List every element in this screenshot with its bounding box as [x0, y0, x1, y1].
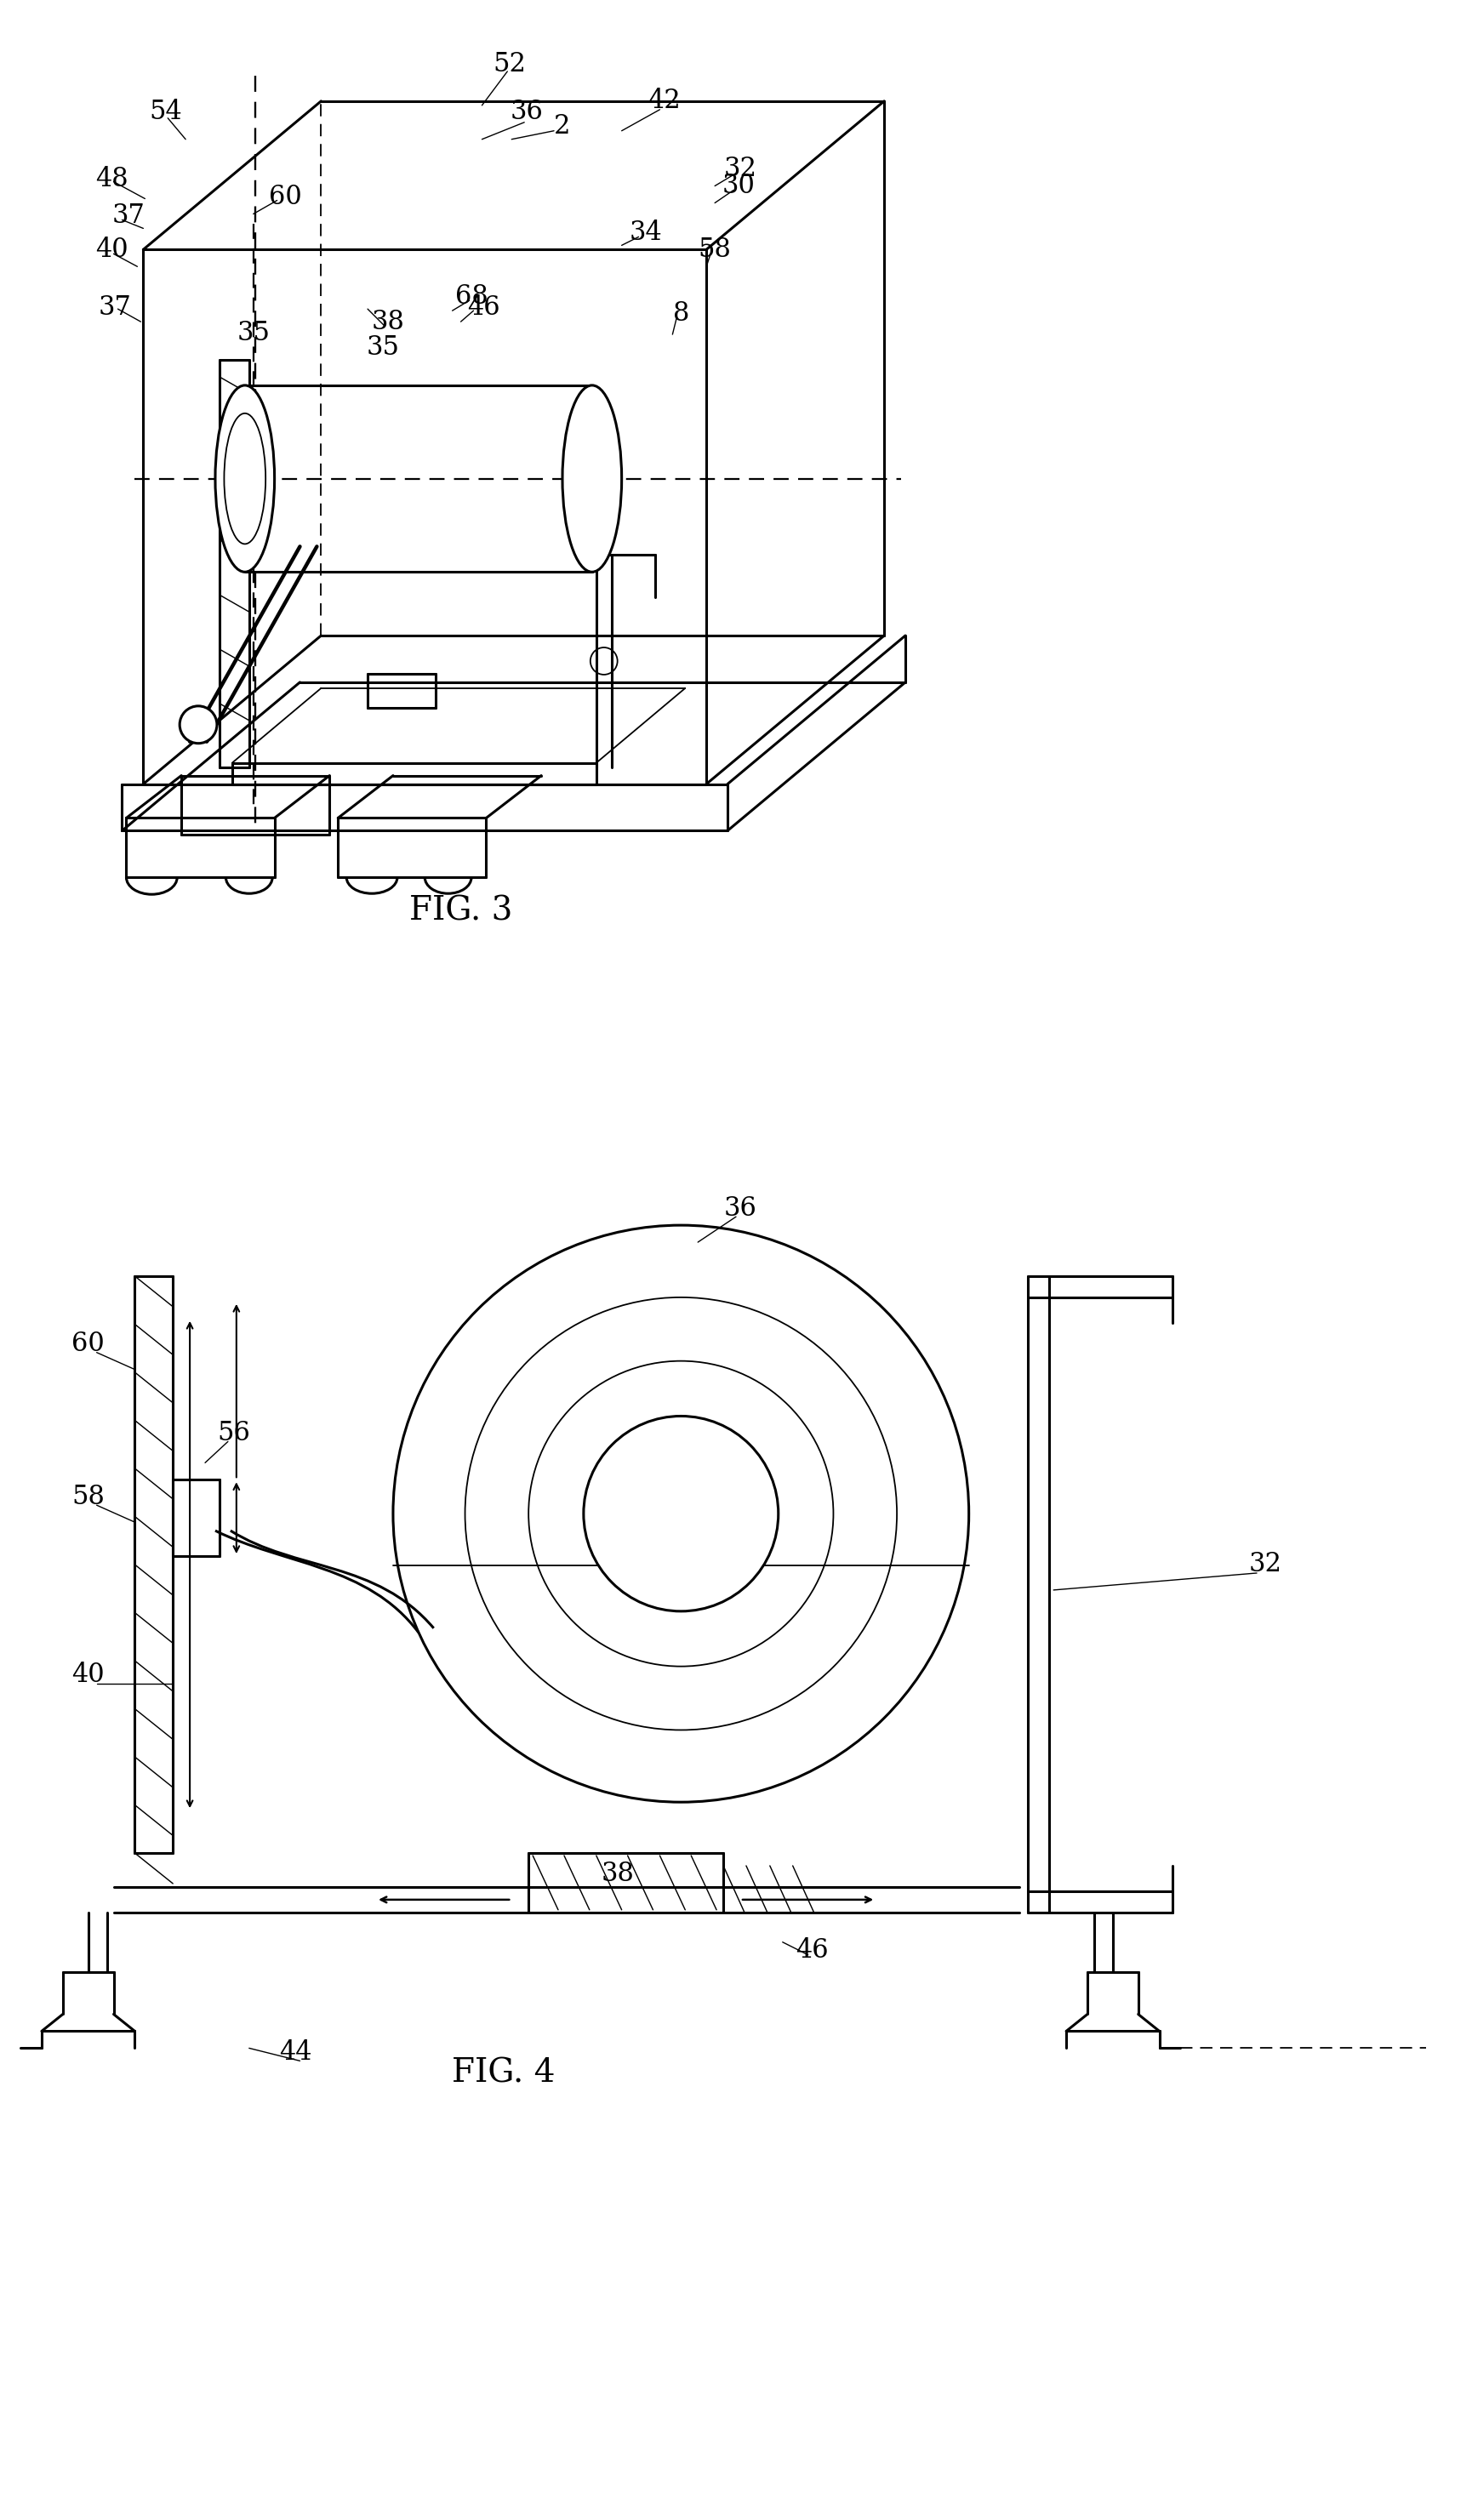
- Circle shape: [180, 706, 216, 743]
- Text: 56: 56: [218, 1419, 250, 1446]
- Text: 32: 32: [1248, 1552, 1282, 1578]
- Text: 35: 35: [367, 335, 399, 360]
- Text: 68: 68: [455, 282, 489, 310]
- Text: 54: 54: [150, 98, 183, 126]
- Text: 60: 60: [269, 184, 302, 209]
- Text: 46: 46: [796, 1938, 829, 1963]
- Text: 2: 2: [553, 113, 571, 139]
- Text: 38: 38: [601, 1862, 634, 1887]
- Text: 42: 42: [648, 88, 680, 113]
- Text: 36: 36: [511, 98, 543, 126]
- Text: 34: 34: [629, 219, 662, 247]
- Text: 58: 58: [72, 1484, 105, 1509]
- Text: 37: 37: [99, 295, 132, 320]
- Text: 48: 48: [96, 166, 128, 192]
- Text: 2: 2: [668, 1494, 693, 1532]
- Text: 36: 36: [724, 1194, 757, 1222]
- Ellipse shape: [215, 386, 274, 572]
- Text: 44: 44: [280, 2039, 312, 2066]
- Text: 35: 35: [237, 320, 269, 345]
- Text: 30: 30: [721, 174, 755, 199]
- Text: 40: 40: [72, 1661, 105, 1688]
- Text: 37: 37: [112, 202, 146, 229]
- Text: 60: 60: [72, 1331, 105, 1358]
- Text: 46: 46: [467, 295, 500, 320]
- Text: 52: 52: [493, 50, 527, 78]
- Text: 32: 32: [724, 156, 757, 181]
- Text: FIG. 3: FIG. 3: [409, 895, 512, 927]
- Text: 38: 38: [371, 307, 405, 335]
- Ellipse shape: [562, 386, 621, 572]
- Circle shape: [583, 1416, 779, 1610]
- Text: FIG. 4: FIG. 4: [452, 2059, 555, 2089]
- Text: 40: 40: [96, 237, 128, 262]
- Text: 58: 58: [698, 237, 732, 262]
- Text: 8: 8: [673, 300, 689, 328]
